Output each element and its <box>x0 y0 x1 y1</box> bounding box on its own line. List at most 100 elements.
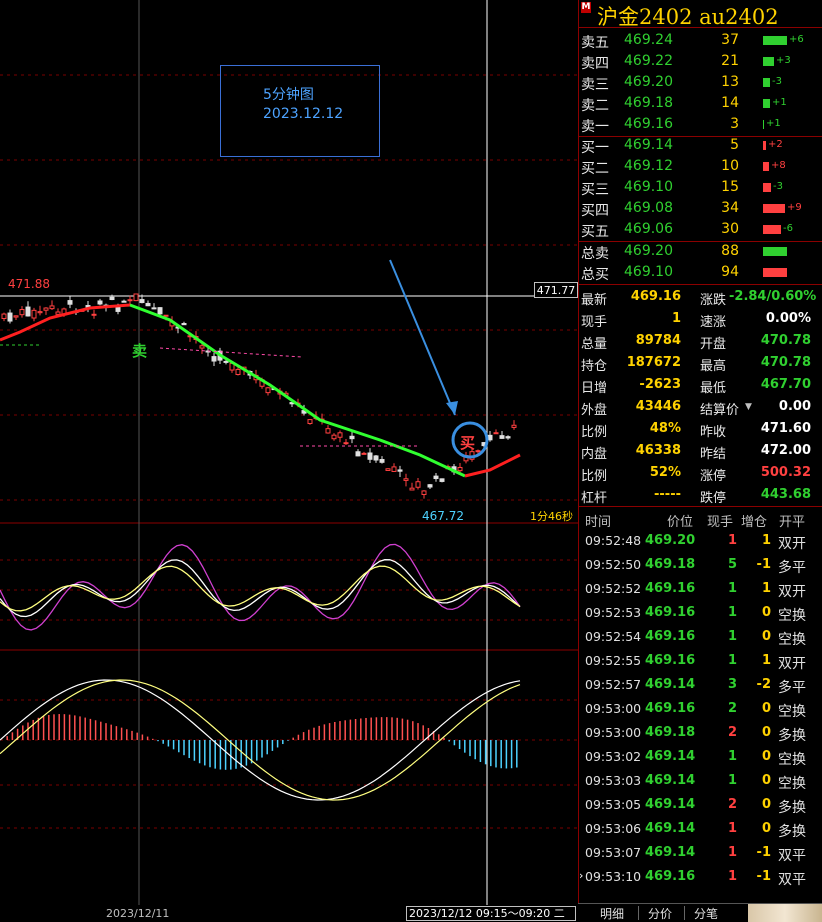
stat-label: 比例 <box>581 469 608 484</box>
ask-row[interactable]: 卖一 469.16 3 +1 <box>579 114 822 135</box>
candle-body <box>13 315 19 318</box>
candle-body <box>403 478 409 481</box>
ticks-header: 时间 价位 现手 增仓 开平 <box>579 507 822 530</box>
bid-level-label: 买二 <box>581 161 609 177</box>
stat-label: 外盘 <box>581 403 608 418</box>
candle-body <box>457 466 463 472</box>
tick-row[interactable]: 09:53:05 469.14 2 0 多换 <box>579 793 822 817</box>
tick-row[interactable]: 09:52:48 469.20 1 1 双开 <box>579 529 822 553</box>
ime-status-icon[interactable] <box>748 904 822 922</box>
ask-row[interactable]: 卖三 469.20 13 -3 <box>579 72 822 93</box>
candle-body <box>121 300 127 303</box>
tick-price: 469.16 <box>645 653 696 668</box>
candle-body <box>157 307 163 315</box>
macd-dea-line <box>0 679 521 801</box>
tick-time: 09:53:00 <box>585 701 642 716</box>
tick-row[interactable]: 09:52:53 469.16 1 0 空换 <box>579 601 822 625</box>
tick-row[interactable]: 09:52:50 469.18 5 -1 多平 <box>579 553 822 577</box>
tick-price: 469.14 <box>645 749 696 764</box>
tick-type: 双开 <box>778 536 806 552</box>
tick-row[interactable]: 09:53:03 469.14 1 0 空换 <box>579 769 822 793</box>
tick-type: 双平 <box>778 872 806 888</box>
tab-price-dist[interactable]: 分价 <box>648 907 673 921</box>
tick-price: 469.14 <box>645 773 696 788</box>
bid-row[interactable]: 买五 469.06 30 -6 <box>579 219 822 240</box>
bid-row[interactable]: 买四 469.08 34 +9 <box>579 198 822 219</box>
stat-label: 速涨 <box>700 315 727 330</box>
tick-time: 09:52:48 <box>585 533 642 548</box>
tick-volume: 1 <box>727 749 737 764</box>
stat-value: -2623 <box>639 377 681 392</box>
tab-tick-split[interactable]: 分笔 <box>694 907 719 921</box>
stat-label: 涨停 <box>700 469 727 484</box>
tick-time: 09:53:10 <box>585 869 642 884</box>
ask-volume-change: +1 <box>772 97 787 108</box>
bid-price: 469.08 <box>624 200 673 216</box>
kline-svg[interactable] <box>0 0 578 921</box>
ask-row[interactable]: 卖四 469.22 21 +3 <box>579 51 822 72</box>
ask-volume-bar <box>763 57 774 66</box>
candle-body <box>487 434 493 441</box>
candle-body <box>67 300 73 305</box>
total-label: 总卖 <box>581 246 609 262</box>
tab-details[interactable]: 明细 <box>600 907 625 921</box>
tick-row[interactable]: › 09:53:10 469.16 1 -1 双平 <box>579 865 822 889</box>
tick-oi-change: 0 <box>761 701 771 716</box>
macd-dif-line <box>0 679 521 801</box>
stat-value: 52% <box>649 465 681 480</box>
settle-dropdown-icon[interactable]: ▼ <box>745 402 752 412</box>
ask-volume-change: +1 <box>766 118 781 129</box>
tick-row[interactable]: 09:53:00 469.18 2 0 多换 <box>579 721 822 745</box>
stat-row: 比例 48% 昨收 471.60 <box>579 418 822 440</box>
tick-row[interactable]: 09:53:07 469.14 1 -1 双平 <box>579 841 822 865</box>
tick-row[interactable]: 09:53:02 469.14 1 0 空换 <box>579 745 822 769</box>
contract-title: 沪金2402 au2402 <box>597 5 779 29</box>
candle-body <box>1 313 7 320</box>
tick-time: 09:53:00 <box>585 725 642 740</box>
annotation-period: 5分钟图 <box>263 87 314 103</box>
ask-row[interactable]: 卖二 469.18 14 +1 <box>579 93 822 114</box>
bid-price: 469.12 <box>624 158 673 174</box>
stat-row: 现手 1 速涨 0.00% <box>579 308 822 330</box>
tick-row[interactable]: 09:52:54 469.16 1 0 空换 <box>579 625 822 649</box>
ask-row[interactable]: 卖五 469.24 37 +6 <box>579 30 822 51</box>
tick-time: 09:53:02 <box>585 749 642 764</box>
stat-row: 外盘 43446 结算价 ▼ 0.00 <box>579 396 822 418</box>
tick-row[interactable]: 09:52:52 469.16 1 1 双开 <box>579 577 822 601</box>
tick-row[interactable]: 09:53:06 469.14 1 0 多换 <box>579 817 822 841</box>
tick-volume: 1 <box>727 773 737 788</box>
tick-oi-change: 0 <box>761 749 771 764</box>
candle-body <box>151 307 157 310</box>
candle-body <box>199 345 205 349</box>
tick-type: 多换 <box>778 728 806 744</box>
ticks-header-time: 时间 <box>585 515 612 530</box>
bid-volume: 15 <box>721 179 739 195</box>
stat-value: 467.70 <box>760 377 811 392</box>
kline-chart-area[interactable]: 5分钟图 2023.12.12 471.88 467.72 卖 买 471.77… <box>0 0 578 921</box>
tick-time: 09:52:57 <box>585 677 642 692</box>
tick-row[interactable]: 09:52:55 469.16 1 1 双开 <box>579 649 822 673</box>
stat-value: 89784 <box>635 333 681 348</box>
ask-volume-change: -3 <box>772 76 782 87</box>
tick-price: 469.20 <box>645 533 696 548</box>
tick-volume: 1 <box>727 845 737 860</box>
stat-value: -2.84/0.60% <box>729 289 817 304</box>
bid-row[interactable]: 买一 469.14 5 +2 <box>579 135 822 156</box>
stat-label: 结算价 <box>700 403 740 418</box>
menu-m-badge[interactable]: M <box>581 2 591 13</box>
candle-body <box>115 306 121 312</box>
candle-body <box>31 309 37 319</box>
bid-row[interactable]: 买三 469.10 15 -3 <box>579 177 822 198</box>
stat-value: 469.16 <box>630 289 681 304</box>
tick-type: 空换 <box>778 776 806 792</box>
tick-row[interactable]: 09:52:57 469.14 3 -2 多平 <box>579 673 822 697</box>
tick-row[interactable]: 09:53:00 469.16 2 0 空换 <box>579 697 822 721</box>
tick-volume: 1 <box>727 869 737 884</box>
tick-type: 空换 <box>778 704 806 720</box>
candle-body <box>85 305 91 308</box>
stat-label: 比例 <box>581 425 608 440</box>
tick-volume: 1 <box>727 629 737 644</box>
stat-label: 昨收 <box>700 425 727 440</box>
tick-price: 469.18 <box>645 557 696 572</box>
bid-row[interactable]: 买二 469.12 10 +8 <box>579 156 822 177</box>
